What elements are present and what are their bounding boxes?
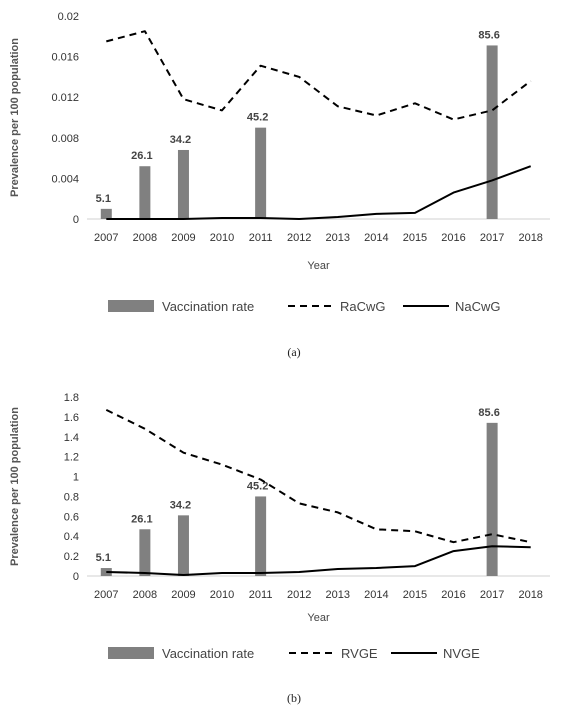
- x-tick-label: 2007: [94, 589, 118, 601]
- legend-label: Vaccination rate: [162, 646, 254, 661]
- y-tick-label: 0.02: [58, 11, 79, 23]
- x-tick-label: 2008: [133, 589, 157, 601]
- y-tick-label: 0.012: [51, 92, 79, 104]
- bar-data-label: 34.2: [170, 499, 191, 511]
- series-line-nvge: [106, 545, 531, 576]
- x-tick-label: 2016: [441, 232, 465, 244]
- bar-data-label: 85.6: [478, 407, 499, 419]
- y-tick-label: 0: [73, 571, 79, 583]
- legend-bar-swatch: [108, 300, 154, 312]
- legend-a: Vaccination rate RaCwG NaCwG: [108, 299, 501, 314]
- y-tick-label: 0.008: [51, 133, 79, 145]
- x-tick-label: 2013: [326, 589, 350, 601]
- x-tick-label: 2014: [364, 589, 388, 601]
- bar-data-label: 34.2: [170, 134, 191, 146]
- x-tick-label: 2015: [403, 232, 427, 244]
- y-axis-title: Prevalence per 100 population: [9, 407, 21, 566]
- bar-data-label: 45.2: [247, 112, 268, 124]
- legend-label: NVGE: [443, 646, 480, 661]
- series-line-racwg: [106, 30, 532, 121]
- legend-bar-swatch: [108, 647, 154, 659]
- x-tick-label: 2013: [326, 232, 350, 244]
- vaccination-rate-bar: [139, 166, 151, 219]
- series-line-rvge: [105, 409, 531, 544]
- x-tick-label: 2017: [480, 589, 504, 601]
- bar-data-label: 45.2: [247, 480, 268, 492]
- y-tick-label: 1.8: [64, 392, 79, 404]
- y-tick-label: 0.8: [64, 491, 79, 503]
- x-tick-label: 2010: [210, 589, 234, 601]
- bar-data-label: 5.1: [96, 193, 111, 205]
- bar-data-label: 26.1: [131, 150, 152, 162]
- x-tick-label: 2009: [171, 232, 195, 244]
- x-tick-label: 2012: [287, 232, 311, 244]
- y-tick-label: 0.6: [64, 511, 79, 523]
- y-tick-label: 0.2: [64, 551, 79, 563]
- x-tick-label: 2010: [210, 232, 234, 244]
- x-tick-label: 2018: [518, 232, 542, 244]
- caption-a: (a): [287, 345, 300, 359]
- vaccination-rate-bar: [486, 422, 498, 576]
- y-tick-label: 0.4: [64, 531, 79, 543]
- y-tick-label: 1.6: [64, 412, 79, 424]
- y-tick-label: 0: [73, 214, 79, 226]
- x-axis-title: Year: [307, 612, 330, 624]
- chart-b: 0 0.2 0.4 0.6 0.8 1 1.2 1.4 1.6 1.8 2007 2008 2009 20…: [9, 392, 550, 624]
- x-tick-label: 2008: [133, 232, 157, 244]
- x-tick-label: 2017: [480, 232, 504, 244]
- vaccination-rate-bar: [255, 127, 267, 219]
- x-tick-label: 2009: [171, 589, 195, 601]
- y-tick-label: 0.004: [51, 173, 79, 185]
- bar-data-label: 5.1: [96, 552, 111, 564]
- vaccination-rate-bar: [255, 496, 267, 576]
- y-tick-label: 1.2: [64, 452, 79, 464]
- vaccination-rate-bar: [100, 568, 112, 576]
- vaccination-rate-bar: [139, 529, 151, 576]
- vaccination-rate-bar: [177, 515, 189, 576]
- x-tick-label: 2016: [441, 589, 465, 601]
- chart-a: 0 0.004 0.008 0.012 0.016 0.02 2007 2008 2009 201…: [9, 11, 550, 272]
- x-tick-label: 2014: [364, 232, 388, 244]
- legend-b: Vaccination rate RVGE NVGE: [108, 646, 480, 661]
- legend-label: NaCwG: [455, 299, 501, 314]
- legend-label: RVGE: [341, 646, 378, 661]
- bar-data-label: 26.1: [131, 513, 152, 525]
- legend-label: RaCwG: [340, 299, 386, 314]
- vaccination-rate-bar: [100, 208, 112, 219]
- y-axis-title: Prevalence per 100 population: [9, 38, 21, 197]
- x-tick-label: 2011: [249, 589, 273, 601]
- x-axis-title: Year: [307, 260, 330, 272]
- legend-label: Vaccination rate: [162, 299, 254, 314]
- y-tick-label: 1: [73, 472, 79, 484]
- vaccination-rate-bar: [486, 45, 498, 220]
- y-tick-label: 0.016: [51, 52, 79, 64]
- y-tick-label: 1.4: [64, 432, 79, 444]
- x-tick-label: 2007: [94, 232, 118, 244]
- x-tick-label: 2015: [403, 589, 427, 601]
- caption-b: (b): [287, 691, 301, 705]
- x-tick-label: 2011: [249, 232, 273, 244]
- series-line-nacwg: [106, 165, 532, 220]
- bar-data-label: 85.6: [478, 29, 499, 41]
- x-tick-label: 2012: [287, 589, 311, 601]
- x-tick-label: 2018: [518, 589, 542, 601]
- vaccination-rate-bar: [177, 149, 189, 219]
